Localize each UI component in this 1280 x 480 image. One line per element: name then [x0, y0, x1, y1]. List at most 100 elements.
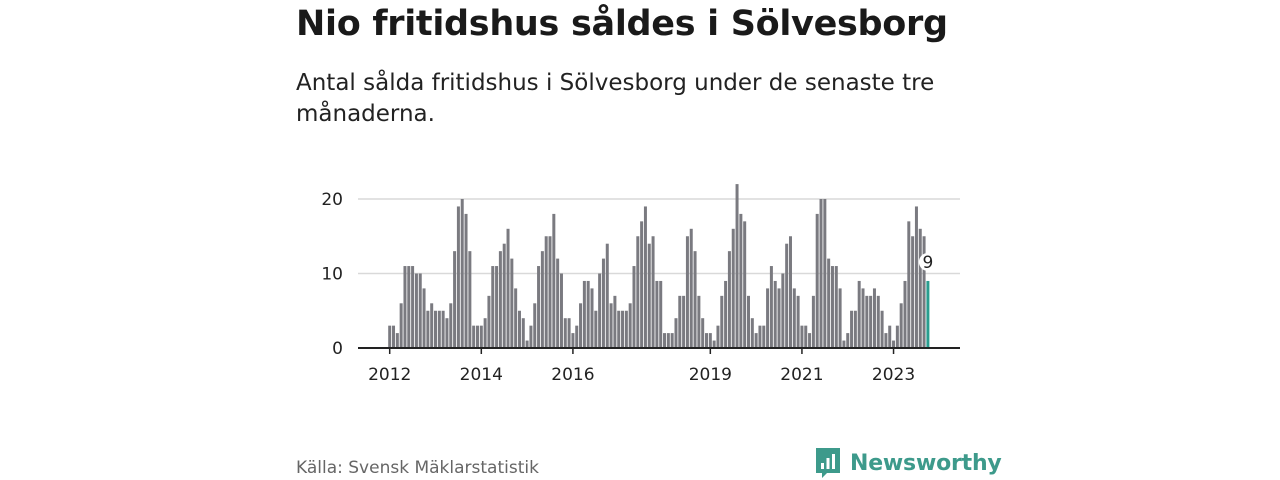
- bar: [895, 325, 899, 348]
- bar: [613, 295, 617, 348]
- bar: [567, 318, 571, 348]
- bar: [540, 251, 544, 348]
- bar: [857, 280, 861, 348]
- y-tick-label: 0: [332, 339, 343, 359]
- bar: [502, 243, 506, 348]
- bar: [724, 280, 728, 348]
- bar: [537, 266, 541, 348]
- bar: [682, 295, 686, 348]
- bar: [701, 318, 705, 348]
- bar: [689, 228, 693, 348]
- bar: [575, 325, 579, 348]
- bar: [914, 206, 918, 348]
- bar: [479, 325, 483, 348]
- bar: [586, 280, 590, 348]
- bar: [487, 295, 491, 348]
- bar: [922, 236, 926, 348]
- bar: [510, 258, 514, 348]
- bar: [659, 280, 663, 348]
- bar: [506, 228, 510, 348]
- bar: [407, 266, 411, 348]
- bar: [808, 333, 812, 348]
- bar: [899, 303, 903, 348]
- highlight-label-bg: [918, 252, 937, 271]
- bar: [426, 310, 430, 348]
- bar: [464, 213, 468, 348]
- bar: [762, 325, 766, 348]
- bar: [411, 266, 415, 348]
- bar: [456, 206, 460, 348]
- bar: [418, 273, 422, 348]
- bar: [716, 325, 720, 348]
- bar: [819, 199, 823, 348]
- bar: [395, 333, 399, 348]
- bar: [437, 310, 441, 348]
- bar: [514, 288, 518, 348]
- bar: [693, 251, 697, 348]
- bar: [735, 184, 739, 348]
- bar: [628, 303, 632, 348]
- bar: [601, 258, 605, 348]
- bar: [815, 213, 819, 348]
- bar: [434, 310, 437, 348]
- newsworthy-logo: Newsworthy: [814, 446, 1002, 480]
- bar: [850, 310, 854, 348]
- bar: [617, 310, 621, 348]
- bar: [548, 236, 552, 348]
- bar: [559, 273, 563, 348]
- bar: [750, 318, 754, 348]
- bar: [758, 325, 762, 348]
- bar: [609, 303, 613, 348]
- x-tick-label: 2023: [872, 365, 915, 385]
- bar: [414, 273, 418, 348]
- bar: [739, 213, 743, 348]
- x-tick-label: 2016: [551, 365, 594, 385]
- x-tick-label: 2014: [460, 365, 503, 385]
- bar: [781, 273, 785, 348]
- bar: [830, 266, 834, 348]
- bar: [884, 333, 888, 348]
- bar: [563, 318, 567, 348]
- bar: [796, 295, 800, 348]
- bar: [571, 333, 575, 348]
- bar: [491, 266, 495, 348]
- bar: [666, 333, 670, 348]
- source-note: Källa: Svensk Mäklarstatistik: [296, 458, 539, 478]
- bar: [533, 303, 537, 348]
- bar: [773, 280, 777, 348]
- bar: [453, 251, 457, 348]
- bar: [449, 303, 453, 348]
- bar: [678, 295, 682, 348]
- bar: [865, 295, 869, 348]
- bar: [498, 251, 502, 348]
- bar: [525, 340, 529, 348]
- bar: [834, 266, 838, 348]
- chart-title: Nio fritidshus såldes i Sölvesborg: [296, 4, 948, 44]
- bar: [705, 333, 709, 348]
- bar: [445, 318, 449, 348]
- bar: [640, 221, 644, 348]
- bar: [788, 236, 792, 348]
- bar: [483, 318, 487, 348]
- bar-chart: 0 10 20 2012 2014 2016 2019 2021 2023 9: [321, 184, 960, 385]
- bar: [766, 288, 770, 348]
- bar: [529, 325, 533, 348]
- bar: [911, 236, 915, 348]
- chart-subtitle: Antal sålda fritidshus i Sölvesborg unde…: [296, 70, 935, 127]
- bar: [697, 295, 701, 348]
- bar: [804, 325, 808, 348]
- bar: [872, 288, 876, 348]
- bar: [769, 266, 773, 348]
- bar: [651, 236, 655, 348]
- bar: [441, 310, 445, 348]
- highlight-data-label: 9: [922, 253, 933, 273]
- y-tick-label: 20: [321, 190, 343, 210]
- bar: [582, 280, 586, 348]
- bar: [838, 288, 842, 348]
- bar: [869, 295, 873, 348]
- newsworthy-logo-icon: [816, 448, 840, 478]
- bar: [892, 340, 896, 348]
- bar: [880, 310, 884, 348]
- bar: [800, 325, 804, 348]
- bar: [663, 333, 667, 348]
